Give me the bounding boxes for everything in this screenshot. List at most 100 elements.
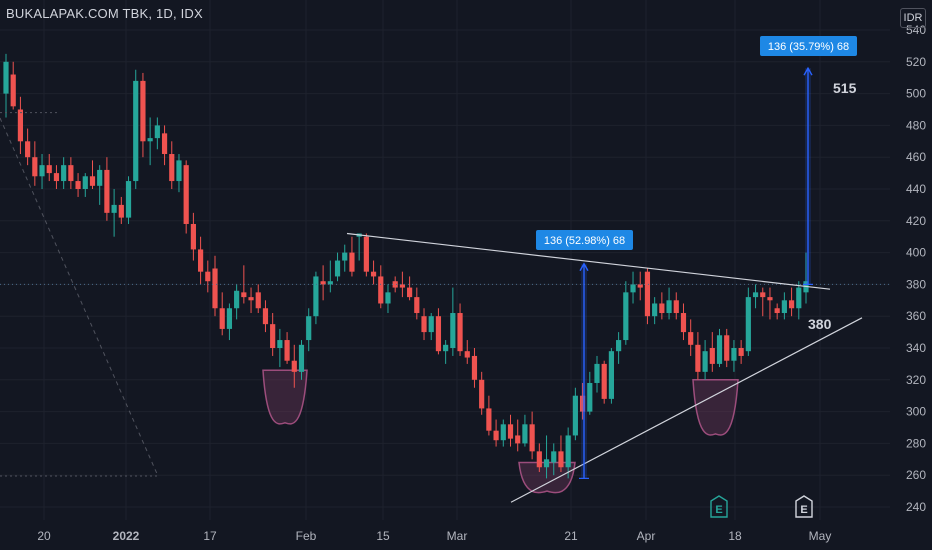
candle-body xyxy=(630,284,636,293)
candle xyxy=(392,276,398,293)
candle-body xyxy=(3,61,9,94)
price-axis[interactable]: 540 520 500 480 460 440 420 400 380 360 340 320 300 2… xyxy=(906,23,926,514)
candle-body xyxy=(133,80,139,182)
candle-body xyxy=(97,169,103,186)
candle-body xyxy=(407,287,413,298)
candle-body xyxy=(644,271,651,317)
candle xyxy=(594,355,600,393)
candle xyxy=(781,292,787,320)
candle xyxy=(234,284,240,320)
candle-body xyxy=(500,424,506,441)
candle xyxy=(118,196,124,224)
projection-label-box[interactable] xyxy=(760,36,857,56)
candle xyxy=(659,292,665,320)
candle xyxy=(673,292,679,320)
candle xyxy=(493,419,499,447)
candle xyxy=(652,297,658,325)
grid-lines xyxy=(0,0,890,520)
time-tick-label: 17 xyxy=(203,529,217,543)
candle xyxy=(558,435,564,473)
symbol-title[interactable]: BUKALAPAK.COM TBK, 1D, IDX xyxy=(6,6,203,21)
candle xyxy=(262,300,269,333)
candle-body xyxy=(435,316,442,352)
candle-body xyxy=(349,252,355,272)
candle-body xyxy=(25,141,31,158)
candle xyxy=(25,128,31,166)
candle-body xyxy=(61,165,67,182)
candle xyxy=(724,328,730,368)
candle xyxy=(399,271,405,298)
candle-body xyxy=(781,300,787,314)
time-tick-label: 21 xyxy=(564,529,578,543)
candle xyxy=(277,328,283,368)
cup-shape xyxy=(692,379,739,436)
candle xyxy=(709,332,715,372)
candle xyxy=(219,292,225,336)
candle-body xyxy=(752,292,759,298)
candle-body xyxy=(594,363,600,383)
candle-body xyxy=(522,424,528,444)
candle xyxy=(46,154,52,182)
candle-body xyxy=(205,271,211,282)
candle-body xyxy=(608,351,614,399)
candle xyxy=(111,189,117,237)
candle-body xyxy=(262,308,269,325)
candle-body xyxy=(140,80,146,142)
time-tick-label: Feb xyxy=(296,529,317,543)
candle xyxy=(104,157,110,221)
candle xyxy=(500,419,506,447)
candle-body xyxy=(378,276,384,304)
candle-body xyxy=(428,316,434,333)
earnings-badge-icon[interactable] xyxy=(795,495,813,518)
candle-body xyxy=(161,133,168,155)
candle xyxy=(688,319,694,356)
candle xyxy=(176,154,182,193)
candle-body xyxy=(551,451,557,463)
candle xyxy=(565,427,571,479)
candle xyxy=(205,260,211,293)
candle xyxy=(370,260,377,285)
price-tick-label: 340 xyxy=(906,341,926,355)
candle-body xyxy=(659,303,665,314)
candle-body xyxy=(623,292,629,341)
candle xyxy=(471,348,478,388)
candle-body xyxy=(536,451,542,468)
candle xyxy=(3,53,9,118)
candle-body xyxy=(529,424,535,452)
candle-body xyxy=(457,313,463,352)
candle-body xyxy=(414,297,420,314)
candle xyxy=(637,271,643,301)
candle xyxy=(731,340,737,372)
candle xyxy=(313,271,319,325)
candle xyxy=(738,340,744,364)
candle xyxy=(198,236,204,285)
candle-body xyxy=(248,297,254,301)
currency-badge[interactable]: IDR xyxy=(900,8,926,28)
candle-body xyxy=(226,308,233,329)
candle-body xyxy=(471,355,478,380)
candle xyxy=(270,313,276,356)
candle xyxy=(17,96,24,155)
candle-body xyxy=(673,300,679,314)
price-tick-label: 440 xyxy=(906,182,926,196)
candle-body xyxy=(385,292,391,304)
time-axis[interactable]: 20 2022 17 Feb 15 Mar 21 Apr 18 May xyxy=(37,529,831,543)
price-tick-label: 500 xyxy=(906,87,926,101)
projection-label-box[interactable] xyxy=(536,230,633,250)
time-tick-label: Apr xyxy=(637,529,656,543)
earnings-badge-icon[interactable] xyxy=(710,495,728,518)
candle-body xyxy=(183,165,189,224)
candle xyxy=(68,157,74,189)
candle xyxy=(579,382,586,420)
candle xyxy=(522,414,528,447)
candle-body xyxy=(241,292,247,298)
arrow-head-icon xyxy=(579,262,589,272)
price-tick-label: 300 xyxy=(906,405,926,419)
candle-body xyxy=(788,300,795,309)
candle-body xyxy=(479,379,485,409)
price-tick-label: 280 xyxy=(906,436,926,450)
candle xyxy=(298,340,305,380)
